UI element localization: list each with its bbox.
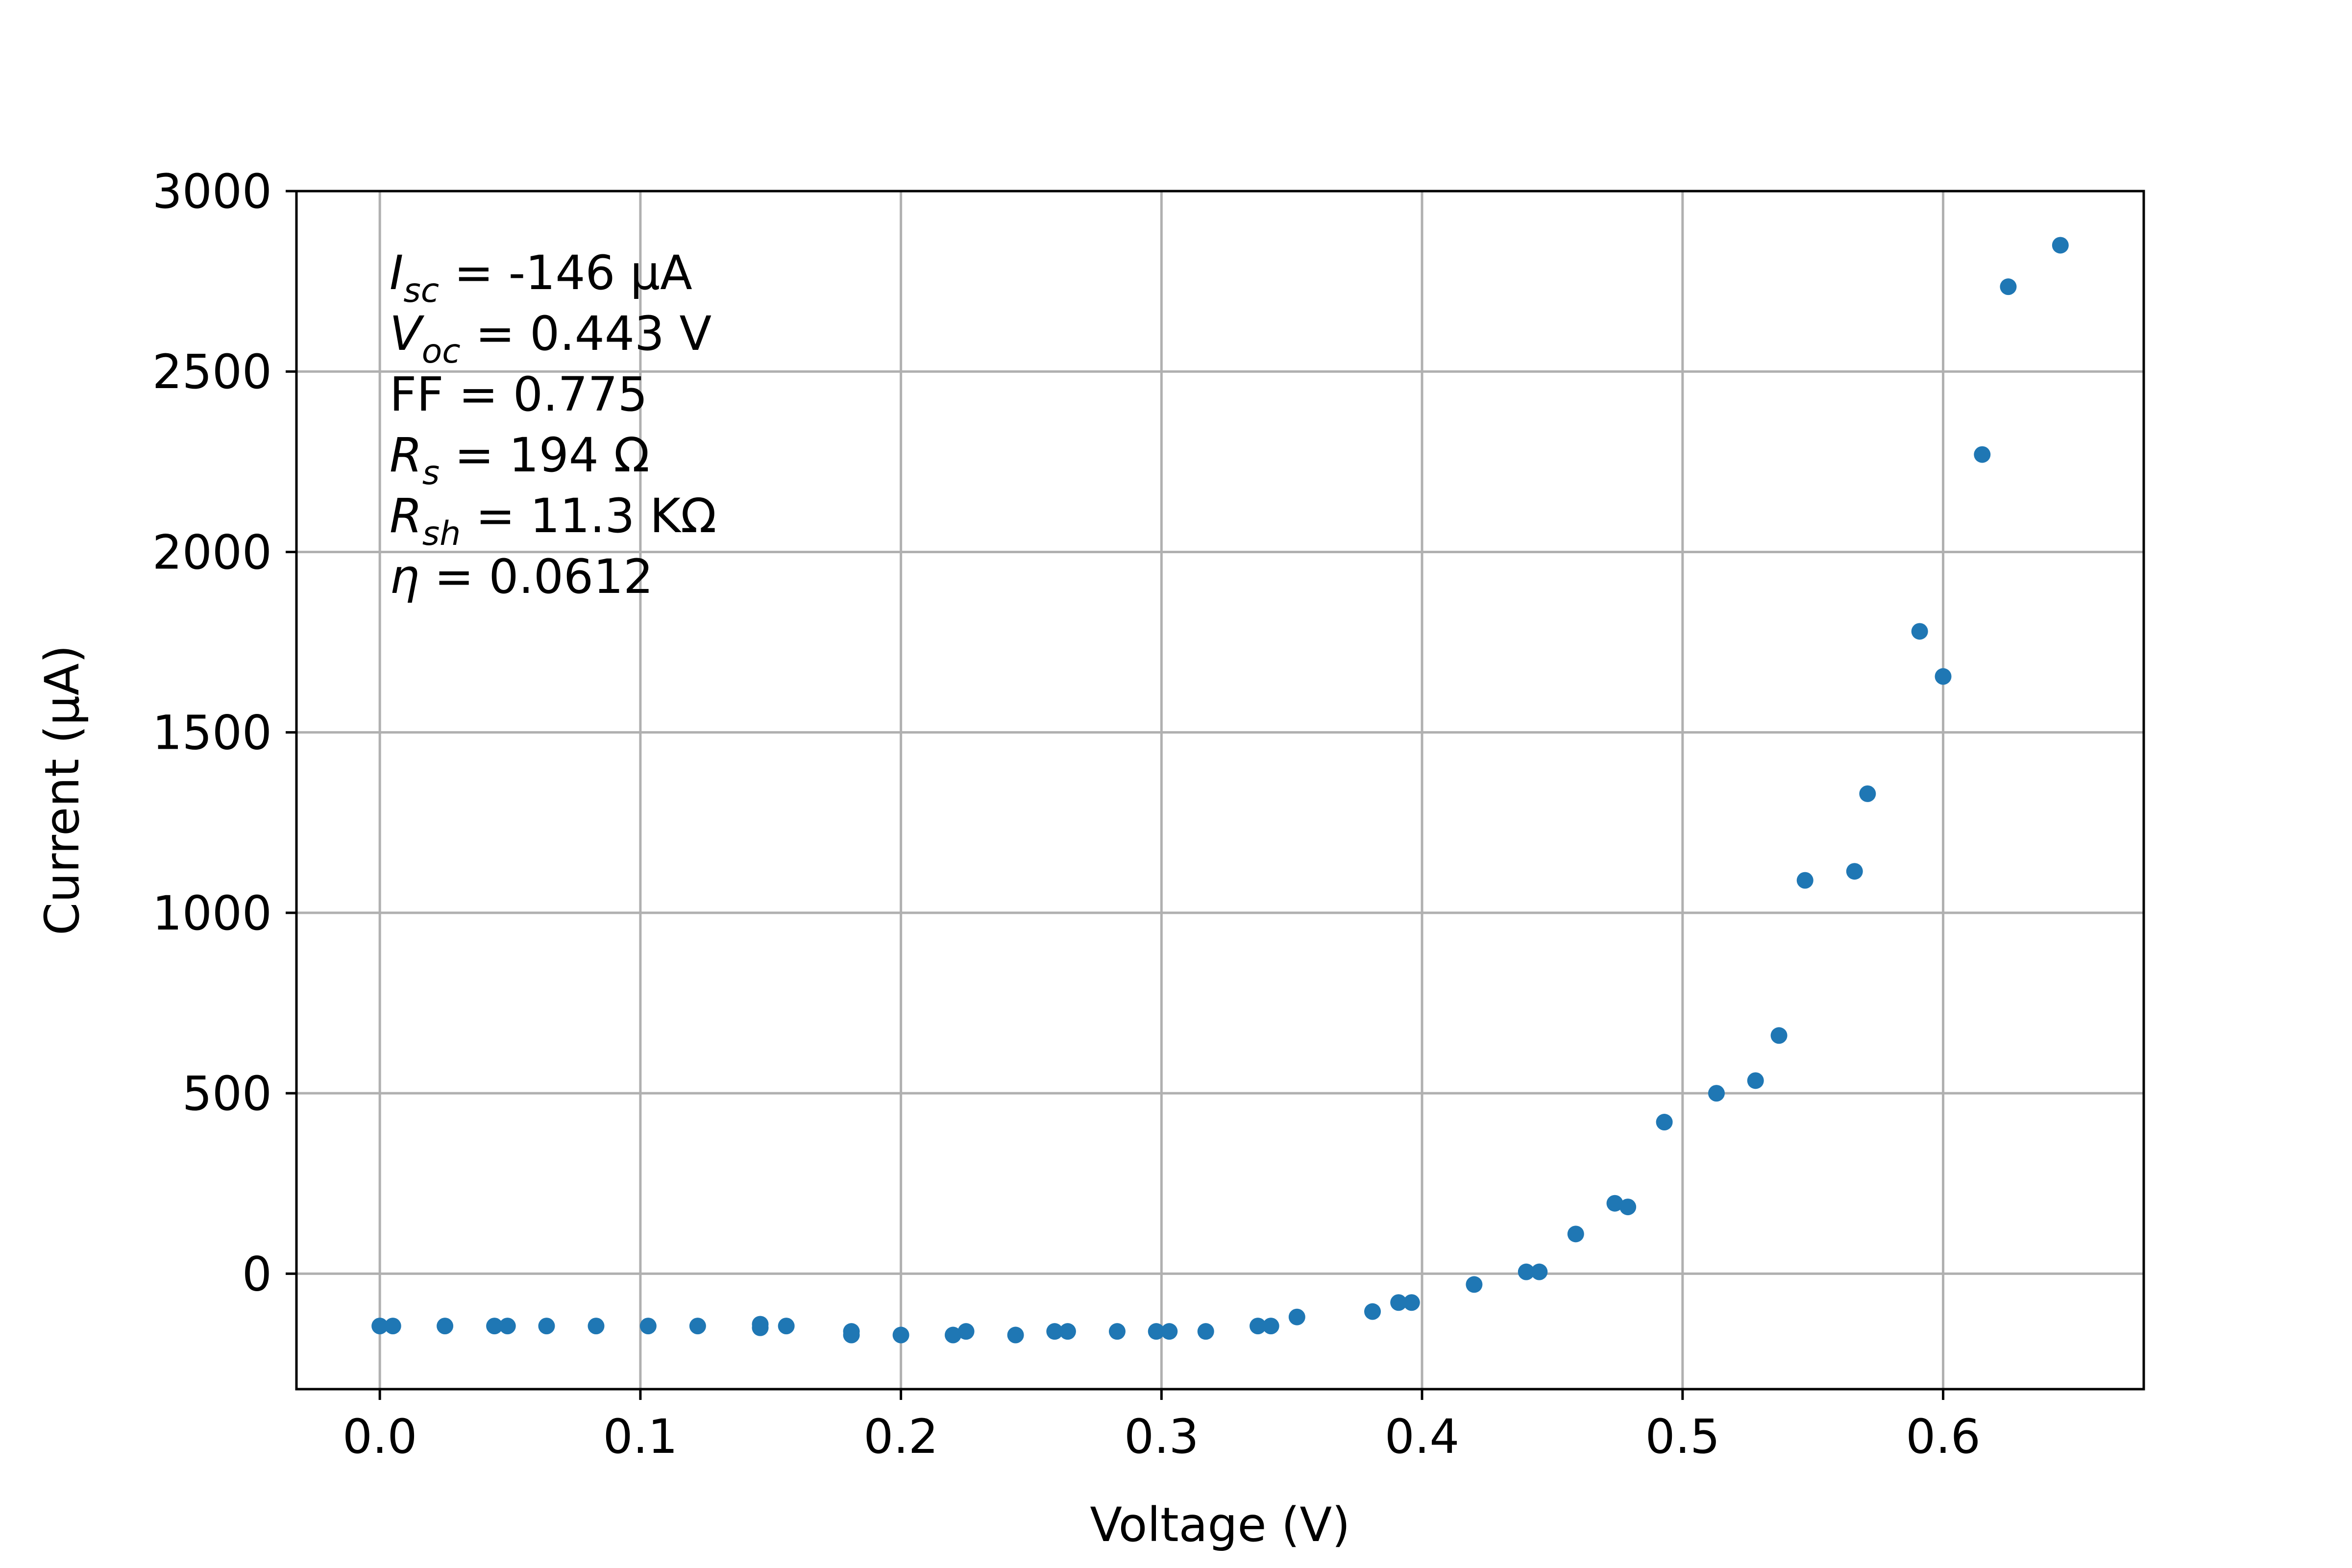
data-point <box>1148 1323 1165 1340</box>
data-point <box>1403 1294 1420 1311</box>
data-point <box>1518 1263 1535 1280</box>
data-point <box>588 1318 605 1335</box>
data-point <box>1288 1308 1305 1325</box>
data-point <box>1911 623 1928 640</box>
data-point <box>752 1319 769 1336</box>
data-point <box>1770 1027 1788 1044</box>
data-point <box>384 1318 401 1335</box>
data-point <box>1250 1318 1267 1335</box>
y-tick-label: 1500 <box>152 706 272 760</box>
x-tick-label: 0.2 <box>863 1409 938 1464</box>
annotation-line: η = 0.0612 <box>390 549 653 604</box>
annotation-symbol: R <box>390 428 422 483</box>
x-tick-label: 0.4 <box>1385 1409 1460 1464</box>
annotation-subscript: sc <box>403 271 439 310</box>
y-axis-label: Current (μA) <box>35 645 90 935</box>
annotation-line: Isc = -146 μA <box>390 245 692 310</box>
data-point <box>1197 1323 1214 1340</box>
annotation-symbol: I <box>390 245 403 300</box>
annotation-subscript: oc <box>422 332 461 371</box>
data-point <box>1796 872 1813 889</box>
data-point <box>499 1318 516 1335</box>
data-point <box>1656 1114 1673 1131</box>
annotation-value: = -146 μA <box>439 245 692 300</box>
tick-marks <box>286 190 1945 1400</box>
data-point <box>1846 863 1863 880</box>
data-point <box>1935 668 1952 685</box>
x-tick-label: 0.1 <box>603 1409 678 1464</box>
annotation-symbol: η <box>390 549 419 604</box>
data-point <box>1567 1225 1584 1243</box>
annotation-symbol: V <box>390 306 425 361</box>
annotation-subscript: sh <box>422 514 461 553</box>
data-point <box>892 1326 909 1344</box>
y-tick-label: 1000 <box>152 886 272 941</box>
data-point <box>1161 1323 1178 1340</box>
data-point <box>689 1318 706 1335</box>
data-point <box>1531 1263 1548 1280</box>
annotation-value: = 0.0612 <box>419 549 653 604</box>
data-point <box>944 1326 961 1344</box>
data-point <box>1606 1195 1623 1212</box>
data-point <box>2000 278 2017 295</box>
annotation-line: Rsh = 11.3 KΩ <box>390 489 716 553</box>
data-point <box>1974 446 1991 463</box>
tick-labels: 0.0 0.1 0.2 0.3 0.4 0.5 0.6 0 500 1000 1500 2000 250… <box>152 164 1981 1464</box>
annotation-value: = 194 Ω <box>440 428 650 483</box>
data-point <box>1059 1323 1076 1340</box>
data-point <box>371 1318 389 1335</box>
y-tick-label: 500 <box>182 1066 272 1121</box>
data-point <box>843 1326 860 1344</box>
data-point <box>1390 1294 1407 1311</box>
data-point <box>1108 1323 1126 1340</box>
data-point <box>1007 1326 1024 1344</box>
data-point <box>1747 1072 1764 1089</box>
annotation-value: FF = 0.775 <box>390 367 648 422</box>
annotation-line: Rs = 194 Ω <box>390 428 650 492</box>
y-tick-label: 0 <box>242 1247 272 1301</box>
y-tick-label: 2000 <box>152 525 272 580</box>
annotation-symbol: R <box>390 489 422 543</box>
axes-frame <box>295 190 2145 1391</box>
data-point <box>957 1323 975 1340</box>
data-point <box>1262 1318 1279 1335</box>
x-tick-label: 0.6 <box>1906 1409 1981 1464</box>
data-point <box>1046 1323 1063 1340</box>
annotation-value: = 11.3 KΩ <box>461 489 716 543</box>
data-point <box>1708 1085 1725 1102</box>
annotation-line: FF = 0.775 <box>390 367 648 422</box>
data-point <box>1466 1276 1483 1293</box>
annotation-value: = 0.443 V <box>461 306 711 361</box>
data-point <box>639 1318 657 1335</box>
data-point <box>486 1318 503 1335</box>
data-point <box>1619 1199 1637 1216</box>
x-tick-label: 0.0 <box>343 1409 417 1464</box>
data-point <box>778 1318 795 1335</box>
data-point <box>1364 1303 1381 1320</box>
x-axis-label: Voltage (V) <box>1090 1497 1350 1552</box>
y-tick-label: 2500 <box>152 344 272 399</box>
data-point <box>2052 237 2069 254</box>
x-tick-label: 0.3 <box>1124 1409 1199 1464</box>
data-point <box>538 1318 555 1335</box>
y-tick-label: 3000 <box>152 164 272 219</box>
annotation-subscript: s <box>422 454 440 492</box>
data-points <box>371 237 2069 1344</box>
annotation-line: Voc = 0.443 V <box>390 306 711 371</box>
x-tick-label: 0.5 <box>1645 1409 1720 1464</box>
data-point <box>1859 785 1876 802</box>
data-point <box>437 1318 454 1335</box>
